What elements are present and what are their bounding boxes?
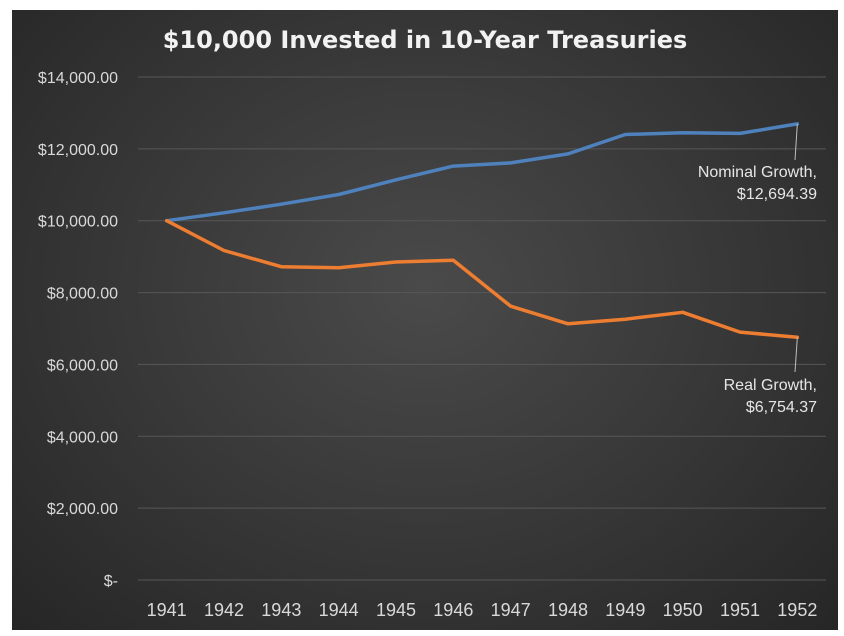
y-tick-label: $10,000.00 bbox=[38, 214, 118, 231]
y-tick-label: $- bbox=[104, 573, 118, 590]
x-tick-label: 1946 bbox=[433, 600, 473, 620]
line-chart: $10,000 Invested in 10-Year Treasuries $… bbox=[38, 26, 826, 620]
x-tick-label: 1951 bbox=[720, 600, 760, 620]
y-tick-label: $12,000.00 bbox=[38, 142, 118, 159]
x-tick-label: 1945 bbox=[376, 600, 416, 620]
annotation-leader-line bbox=[794, 337, 798, 373]
annotation-label: Real Growth, bbox=[724, 377, 817, 394]
x-tick-label: 1950 bbox=[663, 600, 703, 620]
y-tick-label: $14,000.00 bbox=[38, 70, 118, 87]
chart-area: $10,000 Invested in 10-Year Treasuries $… bbox=[12, 10, 838, 630]
y-axis-ticks: $- $2,000.00 $4,000.00 $6,000.00 $8,000.00 $1… bbox=[38, 70, 118, 590]
y-tick-label: $4,000.00 bbox=[47, 429, 118, 446]
annotation-label: Nominal Growth, bbox=[698, 164, 817, 181]
x-tick-label: 1947 bbox=[491, 600, 531, 620]
x-tick-label: 1942 bbox=[204, 600, 244, 620]
x-tick-label: 1948 bbox=[548, 600, 588, 620]
gridlines bbox=[138, 76, 826, 581]
x-tick-label: 1944 bbox=[319, 600, 359, 620]
x-tick-label: 1952 bbox=[777, 600, 817, 620]
y-tick-label: $2,000.00 bbox=[47, 501, 118, 518]
annotations: Nominal Growth, $12,694.39 Real Growth, $6,… bbox=[698, 123, 817, 416]
x-tick-label: 1949 bbox=[605, 600, 645, 620]
series-line-0 bbox=[164, 122, 800, 223]
annotation-leader-line bbox=[794, 123, 798, 161]
annotation-label: $6,754.37 bbox=[746, 399, 817, 416]
x-tick-label: 1941 bbox=[147, 600, 187, 620]
y-tick-label: $6,000.00 bbox=[47, 357, 118, 374]
x-axis-ticks: 1941 1942 1943 1944 1945 1946 1947 1948 1949 1950… bbox=[147, 600, 818, 620]
x-tick-label: 1943 bbox=[261, 600, 301, 620]
series-line-1 bbox=[164, 218, 800, 340]
y-tick-label: $8,000.00 bbox=[47, 286, 118, 303]
series-lines bbox=[164, 122, 800, 340]
chart-title: $10,000 Invested in 10-Year Treasuries bbox=[163, 26, 688, 54]
annotation-label: $12,694.39 bbox=[737, 186, 817, 203]
